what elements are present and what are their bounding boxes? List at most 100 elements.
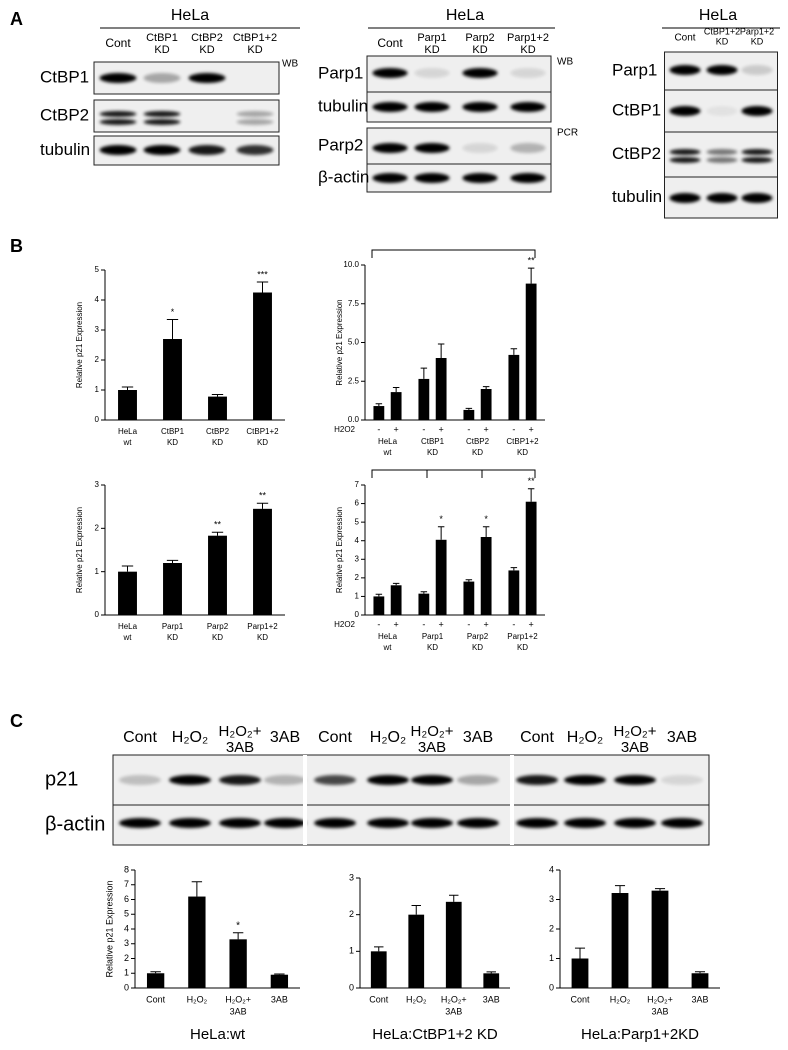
lane-label: H₂O₂ (567, 729, 603, 746)
bar (146, 973, 165, 988)
blot-band (564, 775, 606, 785)
error-bar (375, 403, 383, 407)
series-name: + (529, 424, 534, 434)
error-bar (166, 559, 179, 563)
row-label: p21 (45, 768, 78, 790)
blot-band (706, 157, 738, 163)
error-bar (274, 973, 285, 975)
x-tick-label: wt (383, 448, 393, 457)
y-tick-label: 1 (124, 968, 129, 978)
x-tick-label: HeLa (118, 427, 138, 436)
blot-band (99, 145, 137, 155)
y-axis-title: Relative p21 Expression (104, 880, 114, 977)
blot-band (414, 102, 450, 112)
lane-label: KD (751, 36, 764, 46)
series-name: - (467, 619, 470, 629)
y-tick-label: 4 (124, 923, 129, 933)
y-tick-label: 10.0 (343, 260, 359, 269)
y-tick-label: 5 (124, 909, 129, 919)
error-bar (150, 971, 161, 974)
blot-band (372, 102, 408, 112)
blot-band (614, 818, 656, 828)
x-tick-label: Cont (570, 994, 590, 1004)
blot-band (414, 173, 450, 183)
x-tick-label: KD (212, 438, 223, 447)
lane-label: Cont (123, 729, 157, 746)
bar (253, 292, 272, 420)
x-tick-label: H₂O₂+ (225, 994, 251, 1004)
row-label: CtBP2 (612, 144, 661, 163)
blot-band (264, 818, 306, 828)
blot-band (143, 119, 181, 125)
blot-band (219, 775, 261, 785)
row-label: CtBP1 (40, 67, 89, 86)
series-name: - (512, 424, 515, 434)
lane-label: CtBP1 (146, 32, 178, 44)
lane-label: Parp1+2 (507, 32, 549, 44)
x-tick-label: KD (517, 643, 528, 652)
row-label: Parp2 (318, 135, 363, 154)
bar (253, 508, 272, 615)
y-tick-label: 3 (95, 325, 100, 334)
x-tick-label: CtBP1+2 (506, 437, 539, 446)
blot-band (169, 775, 211, 785)
x-tick-label: 3AB (691, 994, 708, 1004)
blot-band (741, 106, 773, 116)
x-tick-label: CtBP1+2 (246, 427, 279, 436)
blot-band (143, 145, 181, 155)
bar (390, 392, 402, 420)
blot-band (516, 775, 558, 785)
x-tick-label: HeLa (118, 622, 138, 631)
blot-band (669, 65, 701, 75)
blot-band (661, 818, 703, 828)
x-tick-label: KD (167, 633, 178, 642)
error-bar (482, 386, 490, 389)
y-tick-label: 2 (124, 953, 129, 963)
series-name: + (394, 619, 399, 629)
blot-band (119, 775, 161, 785)
blot-tag: WB (282, 59, 298, 70)
blot-band (411, 818, 453, 828)
panel-label: B (10, 236, 23, 256)
bracket (371, 249, 536, 258)
series-name: + (484, 424, 489, 434)
y-tick-label: 0 (95, 415, 100, 424)
x-tick-label: wt (123, 633, 133, 642)
row-label: β-actin (45, 813, 105, 835)
error-bar (256, 502, 269, 509)
blot-frame (93, 61, 280, 95)
series-name: - (377, 424, 380, 434)
bar (408, 914, 425, 988)
blot-band (188, 73, 226, 83)
blot-band (99, 111, 137, 117)
series-name: + (394, 424, 399, 434)
y-tick-label: 1 (549, 953, 554, 963)
y-tick-label: 7 (355, 480, 360, 489)
bar (418, 378, 430, 420)
y-tick-label: 1 (95, 385, 100, 394)
lane-label: KD (520, 44, 535, 56)
x-tick-label: KD (427, 448, 438, 457)
y-tick-label: 7.5 (348, 299, 360, 308)
error-bar (510, 567, 518, 571)
blot-band (462, 173, 498, 183)
row-label: CtBP2 (40, 105, 89, 124)
blot-band (741, 193, 773, 203)
blot-band (669, 157, 701, 163)
lane-label: H₂O₂+ (219, 723, 262, 740)
bar (118, 390, 137, 420)
blot-band (367, 818, 409, 828)
blot-band (669, 106, 701, 116)
error-bar (437, 526, 445, 540)
error-bar (166, 319, 179, 339)
bar (480, 537, 492, 615)
row-label: tubulin (612, 187, 662, 206)
x-tick-label: H₂O₂+ (647, 994, 673, 1004)
blot-band (741, 157, 773, 163)
error-bar (694, 971, 706, 974)
error-bar (392, 582, 400, 586)
error-bar (465, 407, 473, 410)
error-bar (191, 881, 203, 897)
panel-label: C (10, 711, 23, 731)
